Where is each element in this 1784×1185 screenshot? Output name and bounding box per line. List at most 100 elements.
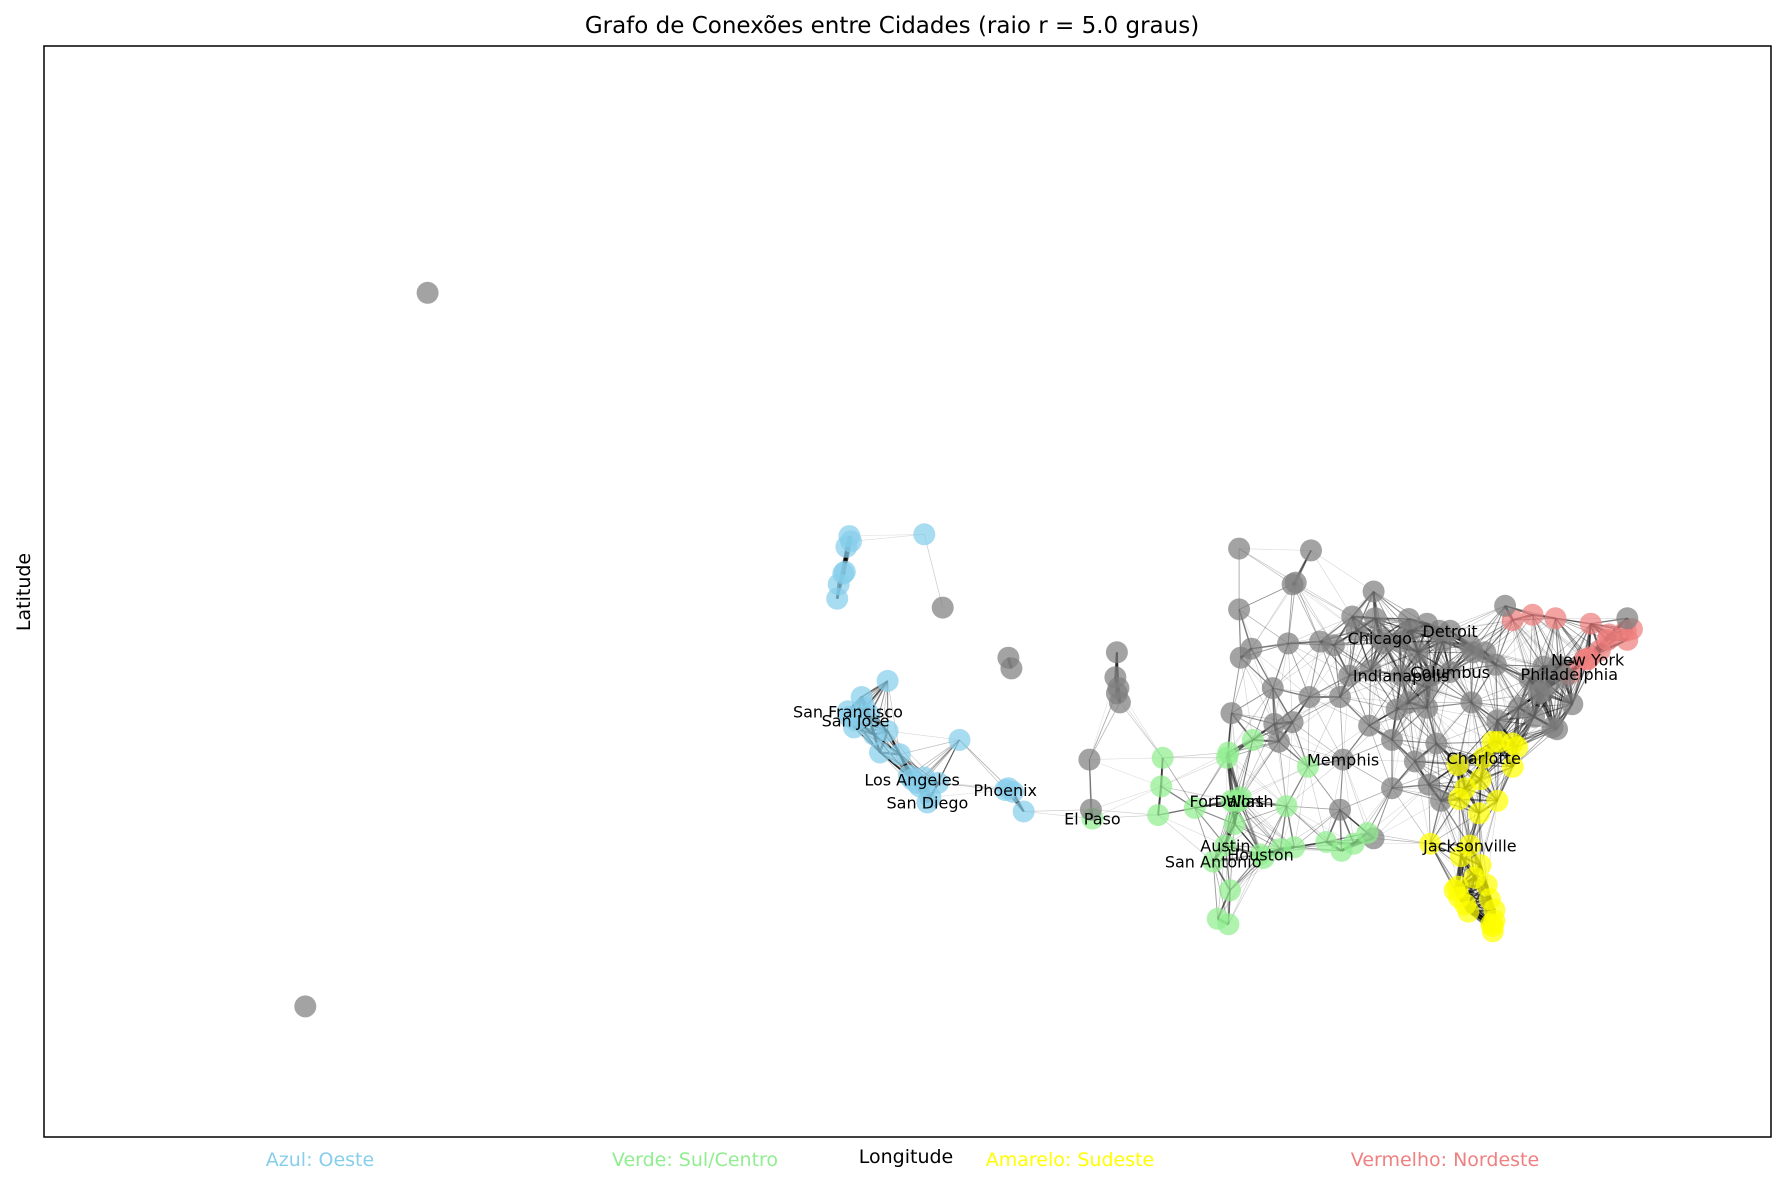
city-node bbox=[1338, 664, 1361, 687]
city-node bbox=[835, 535, 858, 558]
city-node bbox=[1002, 780, 1024, 803]
city-node bbox=[1296, 755, 1319, 778]
city-node bbox=[1362, 580, 1385, 603]
edge bbox=[1286, 722, 1293, 807]
edge bbox=[1278, 696, 1341, 742]
city-node bbox=[1468, 802, 1491, 825]
edge bbox=[1480, 800, 1498, 866]
city-node bbox=[1419, 832, 1442, 855]
edge bbox=[1092, 786, 1162, 819]
edge bbox=[1089, 759, 1162, 787]
city-node bbox=[1359, 659, 1382, 682]
city-node bbox=[1431, 630, 1454, 653]
city-label: San Antonio bbox=[1165, 853, 1262, 872]
city-node bbox=[1078, 748, 1101, 771]
region-legend: Azul: Oeste Verde: Sul/Centro Amarelo: Sud… bbox=[266, 1149, 1539, 1171]
city-label: Indianapolis bbox=[1353, 667, 1449, 686]
city-node bbox=[294, 995, 317, 1018]
edge bbox=[1240, 723, 1275, 798]
city-node bbox=[1416, 612, 1439, 635]
edge bbox=[930, 789, 1006, 798]
city-node bbox=[1561, 693, 1584, 716]
edge bbox=[1089, 757, 1163, 760]
city-label: San Francisco bbox=[793, 702, 903, 721]
edge bbox=[1373, 591, 1419, 653]
city-label: Houston bbox=[1227, 845, 1294, 864]
city-node bbox=[1206, 907, 1229, 930]
edge bbox=[1495, 664, 1514, 744]
city-label: Fort Worth bbox=[1189, 792, 1273, 811]
edge bbox=[1373, 784, 1429, 839]
city-node bbox=[1472, 746, 1495, 769]
city-node bbox=[1215, 746, 1238, 769]
edge bbox=[1342, 759, 1355, 844]
edge bbox=[1240, 796, 1295, 848]
city-label: Dallas bbox=[1215, 792, 1264, 811]
edge bbox=[1440, 800, 1458, 887]
edge bbox=[1161, 757, 1228, 787]
edge bbox=[1309, 630, 1358, 698]
edge bbox=[1272, 644, 1335, 689]
city-node bbox=[1501, 755, 1524, 778]
edge bbox=[1287, 616, 1353, 644]
city-node bbox=[843, 716, 865, 739]
edge bbox=[1368, 643, 1385, 726]
edge bbox=[1342, 675, 1350, 760]
city-label: Jacksonville bbox=[1422, 837, 1517, 856]
edge bbox=[1426, 707, 1484, 759]
city-node bbox=[1474, 641, 1497, 664]
city-node bbox=[1267, 730, 1290, 753]
city-node bbox=[876, 669, 899, 692]
edge bbox=[1240, 766, 1309, 798]
edge bbox=[1400, 644, 1471, 676]
edge bbox=[1427, 664, 1496, 689]
city-label: Austin bbox=[1200, 837, 1250, 856]
city-node bbox=[1480, 913, 1503, 936]
city-node bbox=[927, 771, 950, 794]
edge bbox=[1370, 670, 1393, 740]
edge bbox=[1512, 620, 1520, 708]
edge bbox=[1287, 643, 1350, 676]
city-node bbox=[876, 720, 899, 742]
edge bbox=[1240, 741, 1280, 798]
edge bbox=[1292, 641, 1321, 723]
city-node bbox=[1390, 664, 1413, 687]
edge bbox=[1157, 814, 1214, 862]
edge bbox=[1449, 671, 1519, 709]
edge bbox=[1408, 702, 1429, 785]
chart-title: Grafo de Conexões entre Cidades (raio r … bbox=[585, 13, 1199, 39]
city-node bbox=[1345, 619, 1368, 642]
city-node bbox=[1220, 702, 1243, 725]
edge bbox=[959, 739, 1009, 789]
edge bbox=[1400, 675, 1416, 762]
city-node bbox=[1507, 696, 1530, 719]
edge bbox=[1240, 657, 1275, 725]
edge bbox=[1339, 630, 1358, 698]
city-node bbox=[1616, 607, 1639, 630]
city-node bbox=[1501, 732, 1524, 755]
city-node bbox=[1381, 728, 1403, 751]
city-node bbox=[1425, 732, 1448, 755]
edge bbox=[1251, 648, 1310, 698]
city-node bbox=[1420, 664, 1443, 687]
edge bbox=[1310, 550, 1374, 592]
edge bbox=[1532, 614, 1600, 651]
city-node bbox=[1219, 879, 1241, 902]
city-node bbox=[1358, 714, 1381, 737]
city-label: Memphis bbox=[1307, 751, 1379, 770]
city-label: Charlotte bbox=[1447, 749, 1521, 768]
edge bbox=[1287, 643, 1341, 698]
edge bbox=[1368, 725, 1393, 789]
city-node bbox=[1150, 775, 1173, 798]
edge bbox=[938, 782, 1006, 791]
legend-label: Amarelo: Sudeste bbox=[986, 1149, 1154, 1171]
city-node bbox=[1332, 748, 1355, 771]
edge bbox=[1485, 618, 1556, 653]
edge bbox=[1369, 725, 1437, 744]
city-node bbox=[1429, 789, 1452, 812]
edge bbox=[1307, 725, 1370, 768]
edge bbox=[1251, 584, 1293, 649]
city-label: San Jose bbox=[822, 711, 890, 730]
city-node bbox=[1446, 754, 1469, 776]
